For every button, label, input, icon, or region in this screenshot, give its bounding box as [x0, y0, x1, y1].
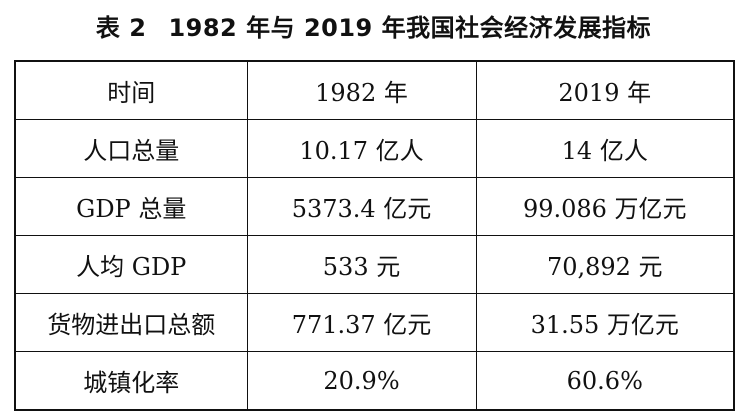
value-cell-1982: 533 元	[246, 235, 477, 294]
value-cell-2019: 99.086 万亿元	[475, 177, 735, 236]
row-label-cell: 人口总量	[14, 119, 248, 178]
header-cell-time: 时间	[14, 60, 248, 120]
table-number: 表 2	[95, 14, 147, 42]
value-cell-2019: 60.6%	[475, 351, 735, 411]
table-row: 人口总量 10.17 亿人 14 亿人	[14, 119, 735, 178]
row-label-cell: 城镇化率	[14, 351, 248, 411]
row-label-cell: 人均 GDP	[14, 235, 248, 294]
value-cell-1982: 10.17 亿人	[246, 119, 477, 178]
table-header-row: 时间 1982 年 2019 年	[14, 60, 735, 120]
table-title: 1982 年与 2019 年我国社会经济发展指标	[168, 14, 652, 42]
value-cell-2019: 31.55 万亿元	[475, 293, 735, 352]
header-cell-1982: 1982 年	[246, 60, 477, 120]
value-cell-2019: 70,892 元	[475, 235, 735, 294]
value-cell-1982: 771.37 亿元	[246, 293, 477, 352]
row-label-cell: GDP 总量	[14, 177, 248, 236]
table-caption: 表 2 1982 年与 2019 年我国社会经济发展指标	[0, 12, 747, 44]
value-cell-2019: 14 亿人	[475, 119, 735, 178]
table-row: 人均 GDP 533 元 70,892 元	[14, 235, 735, 294]
indicator-table: 时间 1982 年 2019 年 人口总量 10.17 亿人 14 亿人 GDP…	[14, 60, 735, 411]
table-row: 货物进出口总额 771.37 亿元 31.55 万亿元	[14, 293, 735, 352]
header-cell-2019: 2019 年	[475, 60, 735, 120]
value-cell-1982: 5373.4 亿元	[246, 177, 477, 236]
table-row: GDP 总量 5373.4 亿元 99.086 万亿元	[14, 177, 735, 236]
row-label-cell: 货物进出口总额	[14, 293, 248, 352]
table-row: 城镇化率 20.9% 60.6%	[14, 351, 735, 411]
value-cell-1982: 20.9%	[246, 351, 477, 411]
